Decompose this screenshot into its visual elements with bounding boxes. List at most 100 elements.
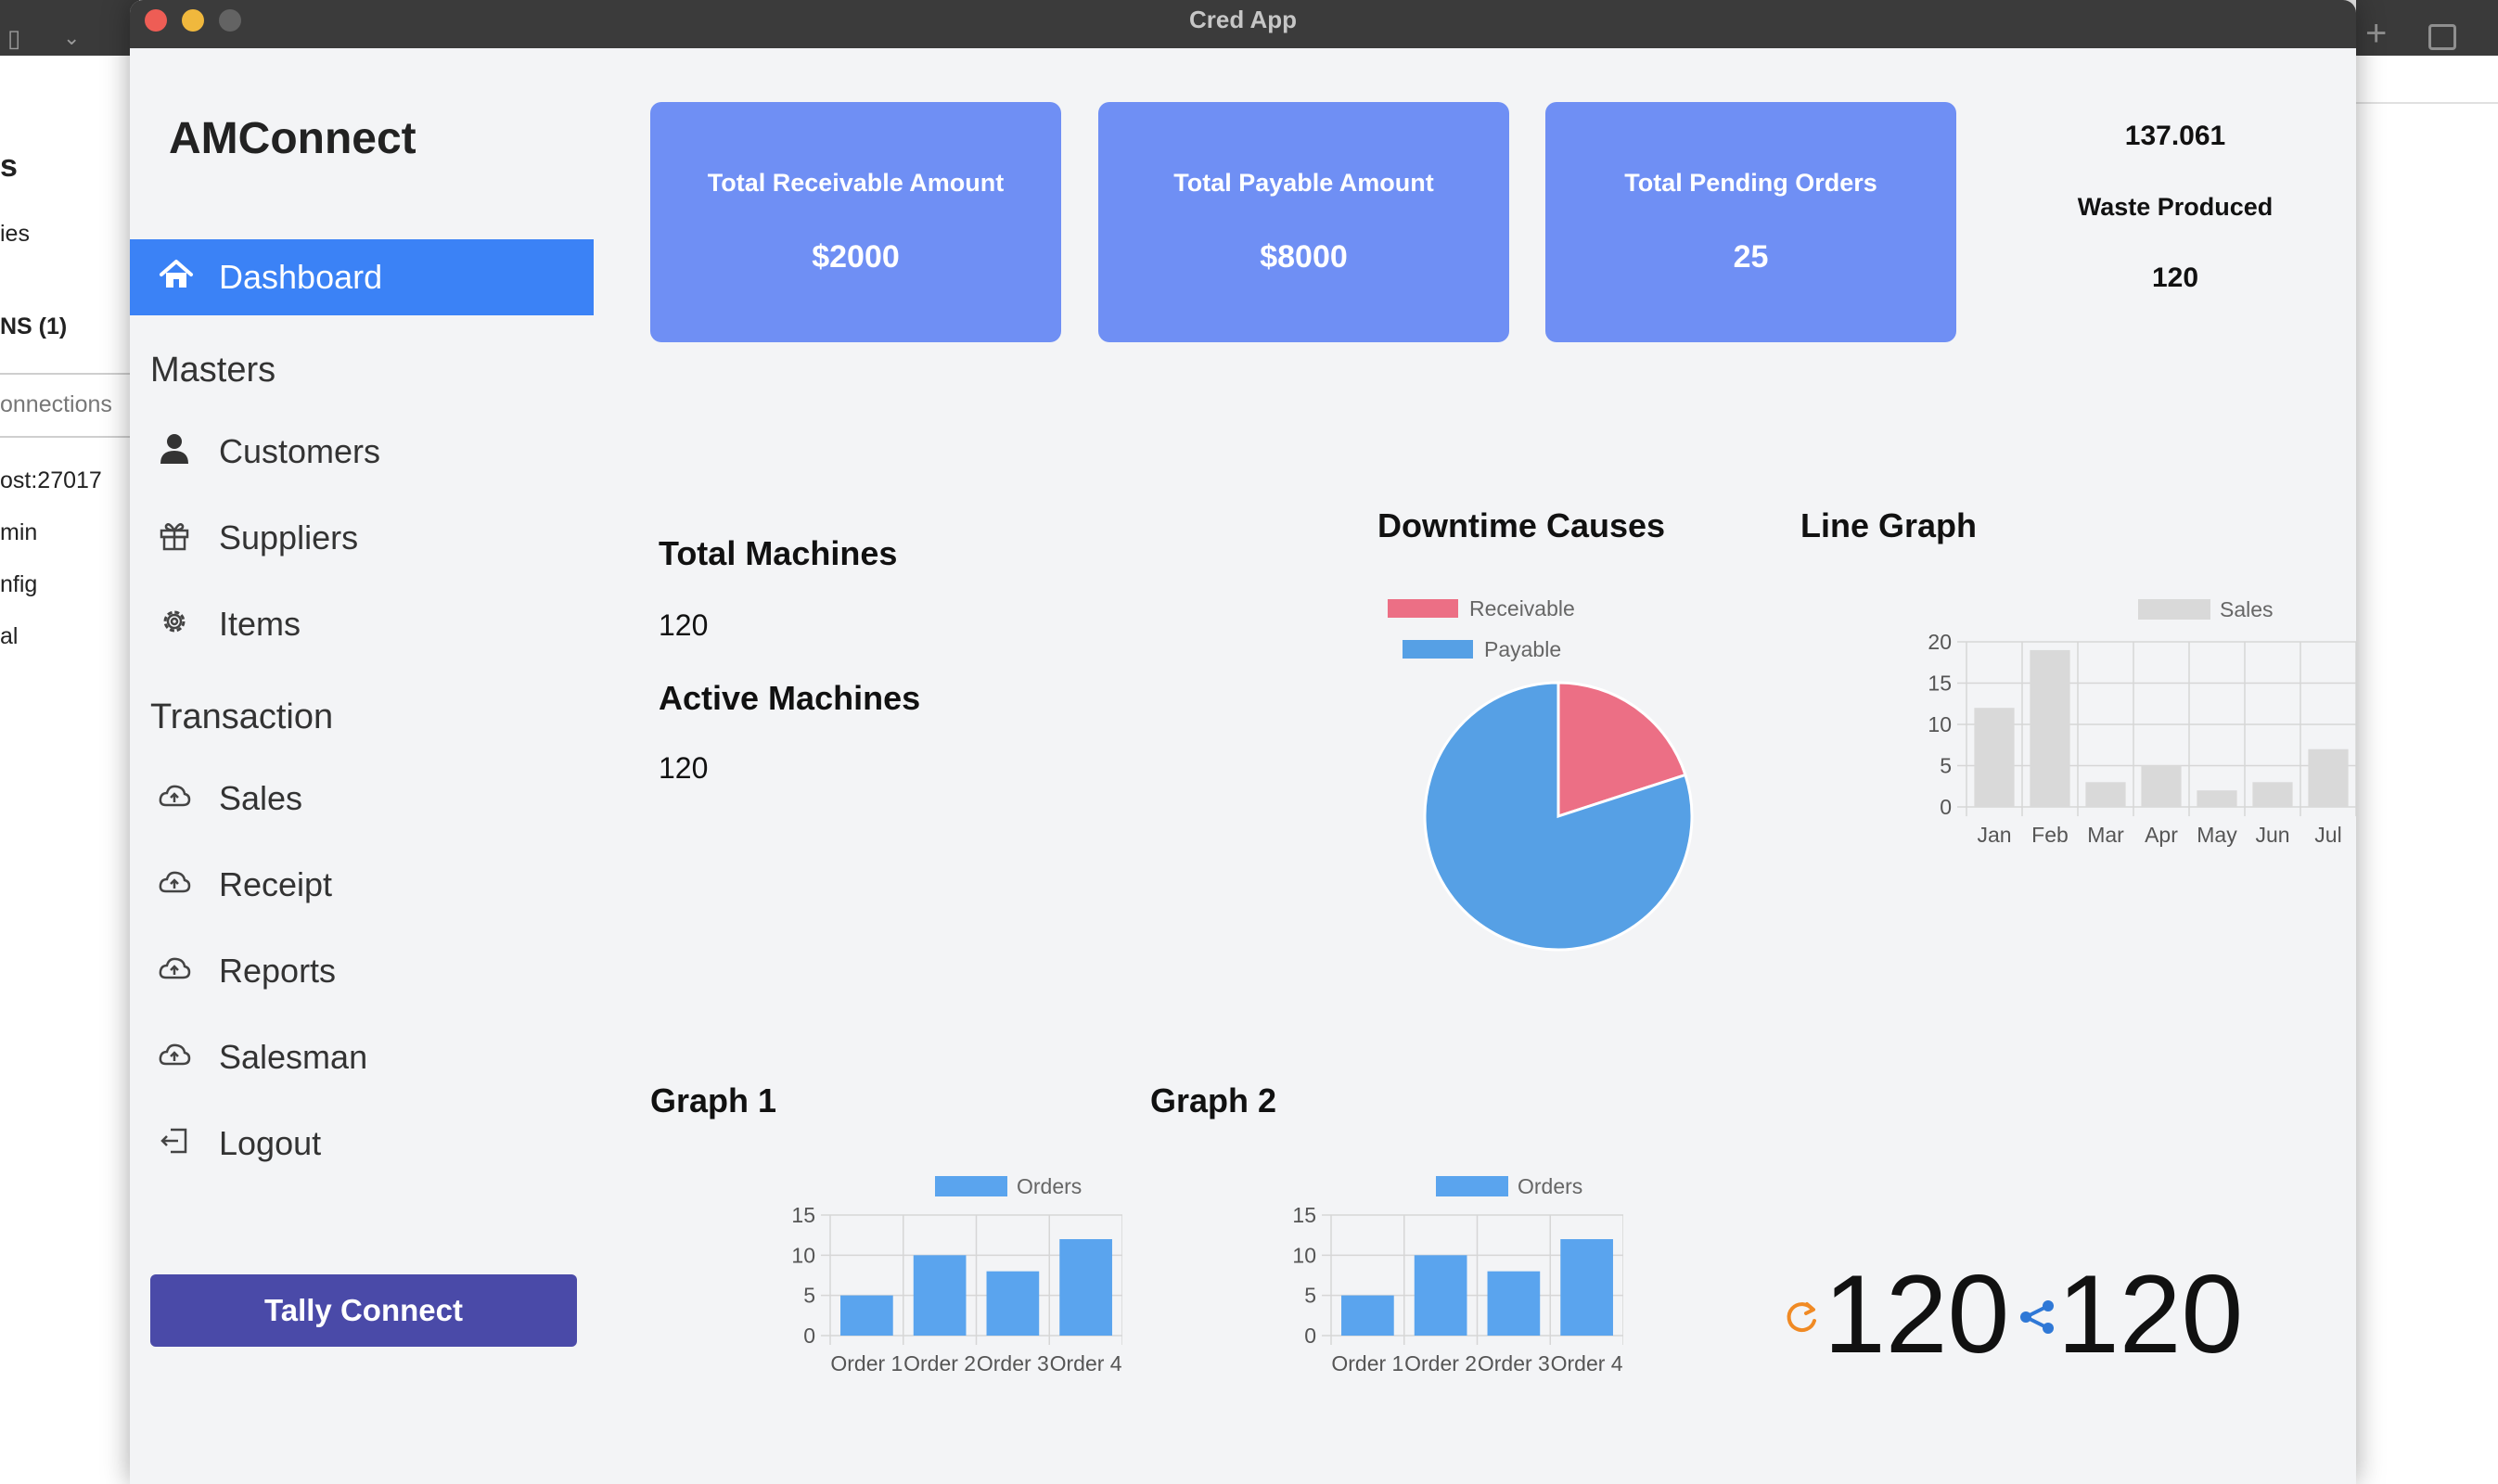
y-tick-label: 0 — [803, 1324, 815, 1348]
bar-order-1 — [1341, 1295, 1394, 1336]
sidebar-item-receipt[interactable]: Receipt — [130, 852, 594, 917]
graph1-title: Graph 1 — [650, 1081, 777, 1119]
x-tick-label: Mar — [2087, 823, 2124, 847]
total-machines-value: 120 — [659, 608, 709, 642]
background-window-right: + — [2356, 0, 2498, 1484]
y-tick-label: 10 — [791, 1243, 815, 1267]
left-stat-value: 120 — [1824, 1252, 2010, 1376]
legend-swatch — [1388, 599, 1458, 618]
bar-mar — [2085, 782, 2126, 807]
y-tick-label: 5 — [1940, 754, 1952, 778]
pending-orders-card[interactable]: Total Pending Orders 25 — [1545, 102, 1956, 342]
sidebar-item-label: Receipt — [219, 865, 333, 903]
bar-order-1 — [840, 1295, 893, 1336]
bar-may — [2197, 790, 2237, 807]
x-tick-label: Order 1 — [1331, 1351, 1403, 1375]
background-window-left: ▯ ⌄ s ies NS (1) onnections ost:27017 mi… — [0, 0, 139, 1484]
gift-icon — [160, 523, 189, 551]
card-title: Total Receivable Amount — [707, 169, 1005, 197]
line-graph-title: Line Graph — [1800, 506, 1978, 544]
bg-text: s — [0, 148, 18, 184]
sidebar-item-label: Sales — [219, 779, 303, 817]
sidebar-item-suppliers[interactable]: Suppliers — [130, 505, 594, 570]
gear-icon — [163, 610, 186, 633]
y-tick-label: 15 — [1928, 672, 1952, 696]
card-value: 25 — [1733, 239, 1769, 275]
active-machines-value: 120 — [659, 751, 709, 785]
section-title-masters: Masters — [150, 351, 276, 390]
pie-slice-payable — [1423, 681, 1694, 952]
app-window: Cred App AMConnect Dashboard Masters Cus… — [130, 0, 2356, 1484]
right-stat-value: 120 — [2057, 1252, 2244, 1376]
bar-order-4 — [1059, 1239, 1112, 1336]
legend-label: Orders — [1017, 1174, 1082, 1198]
background-toolbar: ▯ ⌄ — [0, 0, 139, 56]
legend-swatch — [1403, 640, 1473, 659]
active-machines-label: Active Machines — [659, 679, 921, 717]
bar-order-3 — [1487, 1271, 1541, 1336]
y-tick-label: 15 — [791, 1203, 815, 1227]
orders-bar-chart-1: Orders 0 5 10 15 Order 1 Order 2 Order 3 Order 4 — [791, 1174, 1122, 1375]
tally-connect-button[interactable]: Tally Connect — [150, 1274, 577, 1347]
sidebar-item-reports[interactable]: Reports — [130, 939, 594, 1004]
legend-swatch — [2138, 599, 2210, 620]
sidebar-item-logout[interactable]: Logout — [130, 1111, 594, 1176]
sidebar-item-salesman[interactable]: Salesman — [130, 1025, 594, 1090]
sidebar-item-dashboard[interactable]: Dashboard — [130, 239, 594, 315]
bg-text: al — [0, 623, 19, 649]
waste-label: Waste Produced — [2077, 193, 2274, 221]
bg-text: onnections — [0, 391, 112, 417]
share-icon[interactable] — [2017, 1298, 2057, 1336]
downtime-pie-chart: Receivable Payable — [1388, 596, 1694, 952]
sidebar-item-label: Reports — [219, 952, 337, 990]
divider — [0, 373, 139, 375]
y-tick-label: 20 — [1928, 630, 1952, 654]
payable-card[interactable]: Total Payable Amount $8000 — [1098, 102, 1509, 342]
tabs-overview-icon[interactable] — [2428, 24, 2456, 50]
sidebar-toggle-icon[interactable]: ▯ — [7, 24, 21, 52]
sidebar-item-sales[interactable]: Sales — [130, 766, 594, 831]
bar-order-2 — [913, 1255, 967, 1336]
x-tick-label: Order 1 — [830, 1351, 903, 1375]
orders-bar-chart-2: Orders 0 5 10 15 Order 1 Order 2 Order 3 Order 4 — [1292, 1174, 1623, 1375]
waste-top-value: 137.061 — [2124, 121, 2226, 151]
x-tick-label: Feb — [2031, 823, 2069, 847]
sidebar-item-items[interactable]: Items — [130, 592, 594, 657]
cloud-upload-icon — [159, 1043, 191, 1066]
downtime-chart-title: Downtime Causes — [1377, 506, 1666, 544]
legend-label: Payable — [1484, 637, 1561, 661]
x-tick-label: Order 4 — [1050, 1351, 1122, 1375]
y-tick-label: 10 — [1928, 712, 1952, 736]
bg-text: ies — [0, 221, 30, 247]
y-tick-label: 10 — [1292, 1243, 1316, 1267]
logout-icon — [160, 1128, 187, 1154]
card-value: $8000 — [1260, 239, 1348, 275]
title-bar: Cred App — [130, 0, 2356, 48]
card-title: Total Payable Amount — [1173, 169, 1434, 197]
x-tick-label: Order 3 — [1478, 1351, 1550, 1375]
user-icon — [160, 434, 188, 464]
card-value: $2000 — [812, 239, 900, 275]
y-tick-label: 0 — [1304, 1324, 1316, 1348]
bar-order-2 — [1414, 1255, 1467, 1336]
sidebar-item-customers[interactable]: Customers — [130, 419, 594, 484]
sidebar-item-label: Dashboard — [219, 258, 383, 296]
bar-order-4 — [1560, 1239, 1613, 1336]
home-icon — [160, 260, 193, 288]
close-window-button[interactable] — [145, 9, 167, 32]
bottom-stats: 120 120 — [1781, 1252, 2300, 1376]
chevron-down-icon[interactable]: ⌄ — [63, 26, 81, 49]
legend-label: Receivable — [1469, 596, 1575, 620]
plus-icon[interactable]: + — [2365, 13, 2388, 54]
waste-widget: 137.061 Waste Produced 120 — [2041, 121, 2310, 294]
legend-label: Orders — [1518, 1174, 1582, 1198]
window-title: Cred App — [1188, 6, 1298, 33]
zoom-window-button[interactable] — [219, 9, 241, 32]
y-tick-label: 5 — [803, 1284, 815, 1308]
minimize-window-button[interactable] — [182, 9, 204, 32]
receivable-card[interactable]: Total Receivable Amount $2000 — [650, 102, 1061, 342]
refresh-icon[interactable] — [1781, 1297, 1822, 1337]
y-tick-label: 5 — [1304, 1284, 1316, 1308]
x-tick-label: Order 2 — [903, 1351, 976, 1375]
background-toolbar: + — [2356, 0, 2498, 56]
